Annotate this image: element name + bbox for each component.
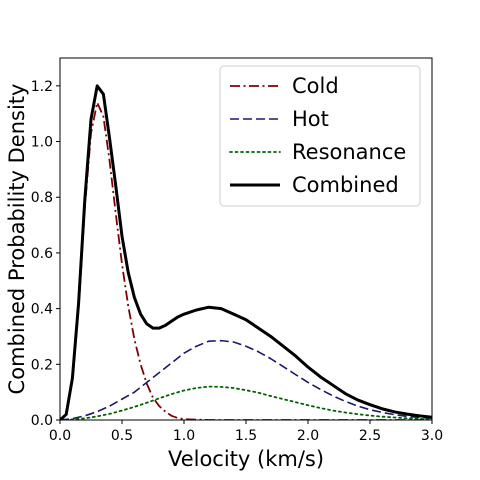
legend-label-resonance: Resonance — [292, 140, 406, 164]
legend-label-hot: Hot — [292, 107, 329, 131]
legend-label-combined: Combined — [292, 173, 399, 197]
x-tick-label: 2.0 — [297, 428, 319, 444]
legend-label-cold: Cold — [292, 74, 339, 98]
y-tick-label: 0.0 — [31, 413, 53, 429]
x-tick-label: 0.0 — [49, 428, 71, 444]
x-tick-label: 1.0 — [173, 428, 195, 444]
y-axis-title: Combined Probability Density — [5, 84, 29, 395]
y-tick-label: 0.4 — [31, 302, 53, 318]
y-tick-label: 1.0 — [31, 135, 53, 151]
x-tick-label: 1.5 — [235, 428, 257, 444]
series-layer — [60, 84, 432, 420]
legend-box — [219, 65, 421, 207]
x-tick-label: 3.0 — [421, 428, 443, 444]
x-axis-title: Velocity (km/s) — [168, 447, 324, 471]
axes-layer: 0.0 0.5 1.0 1.5 2.0 2.5 3.0 0.0 0.2 0.4 0.6 0.8 1.0 1… — [31, 57, 443, 444]
y-tick-label: 0.2 — [31, 357, 53, 373]
legend: Cold Hot Resonance Combined — [219, 65, 421, 207]
series-line-combined — [60, 84, 432, 420]
x-tick-label: 0.5 — [111, 428, 133, 444]
series-line-resonance — [60, 385, 432, 420]
y-tick-label: 0.8 — [31, 190, 53, 206]
x-tick-label: 2.5 — [359, 428, 381, 444]
series-line-hot — [60, 339, 432, 420]
series-line-cold — [60, 101, 432, 420]
y-tick-label: 0.6 — [31, 246, 53, 262]
y-tick-label: 1.2 — [31, 79, 53, 95]
